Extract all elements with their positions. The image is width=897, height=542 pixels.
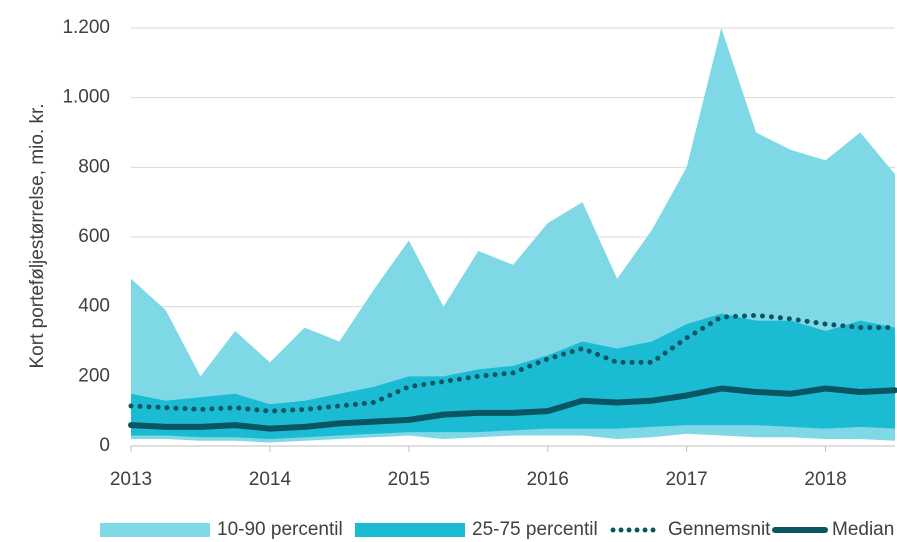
y-tick-label: 200: [78, 365, 110, 386]
x-tick-label: 2016: [527, 469, 569, 490]
x-tick-label: 2015: [388, 469, 430, 490]
y-tick-label: 0: [99, 435, 110, 456]
y-tick-label: 400: [78, 296, 110, 317]
legend-swatch: [100, 523, 210, 537]
x-tick-label: 2018: [804, 469, 846, 490]
x-tick-label: 2013: [110, 469, 152, 490]
legend-label: Gennemsnit: [668, 519, 771, 540]
y-tick-label: 1.200: [62, 17, 110, 38]
y-axis-label: Kort porteføljestørrelse, mio. kr.: [27, 103, 48, 368]
median-line: [128, 385, 897, 432]
legend-label: 25-75 percentil: [472, 519, 598, 540]
y-tick-label: 800: [78, 156, 110, 177]
legend-label: Median: [832, 519, 894, 540]
mean-line: [128, 312, 897, 414]
legend-label: 10-90 percentil: [217, 519, 343, 540]
y-tick-label: 1.000: [62, 87, 110, 108]
legend-swatch: [355, 523, 465, 537]
x-tick-label: 2014: [249, 469, 292, 490]
x-tick-label: 2017: [665, 469, 707, 490]
y-tick-label: 600: [78, 226, 110, 247]
